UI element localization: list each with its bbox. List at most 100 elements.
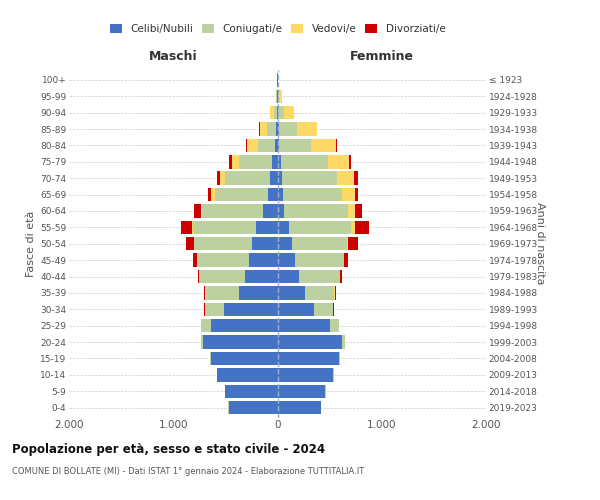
- Bar: [226, 384, 277, 398]
- Bar: [283, 188, 342, 202]
- Bar: [340, 270, 342, 283]
- Bar: [277, 155, 281, 168]
- Bar: [344, 254, 348, 267]
- Bar: [277, 352, 339, 365]
- Bar: [277, 204, 284, 218]
- Bar: [311, 138, 336, 152]
- Bar: [277, 138, 279, 152]
- Bar: [258, 138, 275, 152]
- Bar: [199, 270, 245, 283]
- Bar: [217, 368, 277, 382]
- Bar: [268, 188, 277, 202]
- Bar: [205, 302, 224, 316]
- Bar: [277, 286, 305, 300]
- Text: Maschi: Maschi: [149, 50, 197, 64]
- Bar: [193, 254, 197, 267]
- Bar: [275, 122, 277, 136]
- Bar: [284, 106, 294, 120]
- Bar: [328, 155, 349, 168]
- Bar: [354, 172, 358, 185]
- Bar: [280, 90, 282, 103]
- Bar: [202, 319, 211, 332]
- Bar: [260, 122, 267, 136]
- Bar: [284, 204, 348, 218]
- Bar: [347, 237, 349, 250]
- Bar: [339, 352, 340, 365]
- Bar: [329, 319, 339, 332]
- Bar: [355, 188, 358, 202]
- Bar: [194, 237, 253, 250]
- Legend: Celibi/Nubili, Coniugati/e, Vedovi/e, Divorziati/e: Celibi/Nubili, Coniugati/e, Vedovi/e, Di…: [106, 20, 449, 38]
- Bar: [342, 336, 345, 349]
- Bar: [239, 155, 272, 168]
- Y-axis label: Anni di nascita: Anni di nascita: [535, 202, 545, 285]
- Bar: [210, 352, 211, 365]
- Bar: [272, 155, 277, 168]
- Bar: [278, 122, 298, 136]
- Bar: [181, 220, 192, 234]
- Bar: [277, 270, 299, 283]
- Bar: [355, 204, 362, 218]
- Bar: [277, 106, 278, 120]
- Bar: [206, 286, 239, 300]
- Bar: [281, 155, 328, 168]
- Bar: [217, 172, 220, 185]
- Bar: [337, 172, 354, 185]
- Text: Popolazione per età, sesso e stato civile - 2024: Popolazione per età, sesso e stato civil…: [12, 442, 325, 456]
- Bar: [203, 336, 277, 349]
- Bar: [245, 270, 277, 283]
- Bar: [295, 254, 344, 267]
- Bar: [256, 220, 277, 234]
- Bar: [224, 302, 277, 316]
- Bar: [277, 122, 278, 136]
- Bar: [270, 172, 277, 185]
- Bar: [355, 220, 369, 234]
- Bar: [275, 90, 277, 103]
- Bar: [247, 138, 258, 152]
- Bar: [193, 220, 256, 234]
- Bar: [277, 401, 321, 414]
- Bar: [277, 302, 314, 316]
- Bar: [275, 138, 277, 152]
- Bar: [215, 188, 268, 202]
- Bar: [277, 368, 333, 382]
- Bar: [239, 286, 277, 300]
- Bar: [211, 188, 215, 202]
- Y-axis label: Fasce di età: Fasce di età: [26, 210, 36, 277]
- Bar: [349, 237, 358, 250]
- Bar: [336, 138, 337, 152]
- Bar: [229, 155, 232, 168]
- Bar: [277, 237, 292, 250]
- Bar: [226, 172, 270, 185]
- Bar: [277, 220, 289, 234]
- Bar: [298, 122, 317, 136]
- Bar: [277, 172, 281, 185]
- Bar: [232, 155, 239, 168]
- Bar: [194, 204, 201, 218]
- Bar: [211, 319, 277, 332]
- Text: COMUNE DI BOLLATE (MI) - Dati ISTAT 1° gennaio 2024 - Elaborazione TUTTITALIA.IT: COMUNE DI BOLLATE (MI) - Dati ISTAT 1° g…: [12, 468, 364, 476]
- Bar: [278, 90, 280, 103]
- Bar: [299, 270, 340, 283]
- Bar: [211, 352, 277, 365]
- Bar: [281, 172, 337, 185]
- Bar: [202, 204, 263, 218]
- Bar: [263, 204, 277, 218]
- Bar: [220, 172, 226, 185]
- Bar: [259, 122, 260, 136]
- Bar: [278, 106, 284, 120]
- Bar: [250, 254, 277, 267]
- Bar: [348, 204, 355, 218]
- Bar: [229, 401, 277, 414]
- Bar: [271, 106, 274, 120]
- Bar: [277, 188, 283, 202]
- Text: Femmine: Femmine: [350, 50, 414, 64]
- Bar: [289, 220, 351, 234]
- Bar: [253, 237, 277, 250]
- Bar: [274, 106, 277, 120]
- Bar: [351, 220, 355, 234]
- Bar: [267, 122, 275, 136]
- Bar: [201, 336, 203, 349]
- Bar: [197, 254, 250, 267]
- Bar: [342, 188, 355, 202]
